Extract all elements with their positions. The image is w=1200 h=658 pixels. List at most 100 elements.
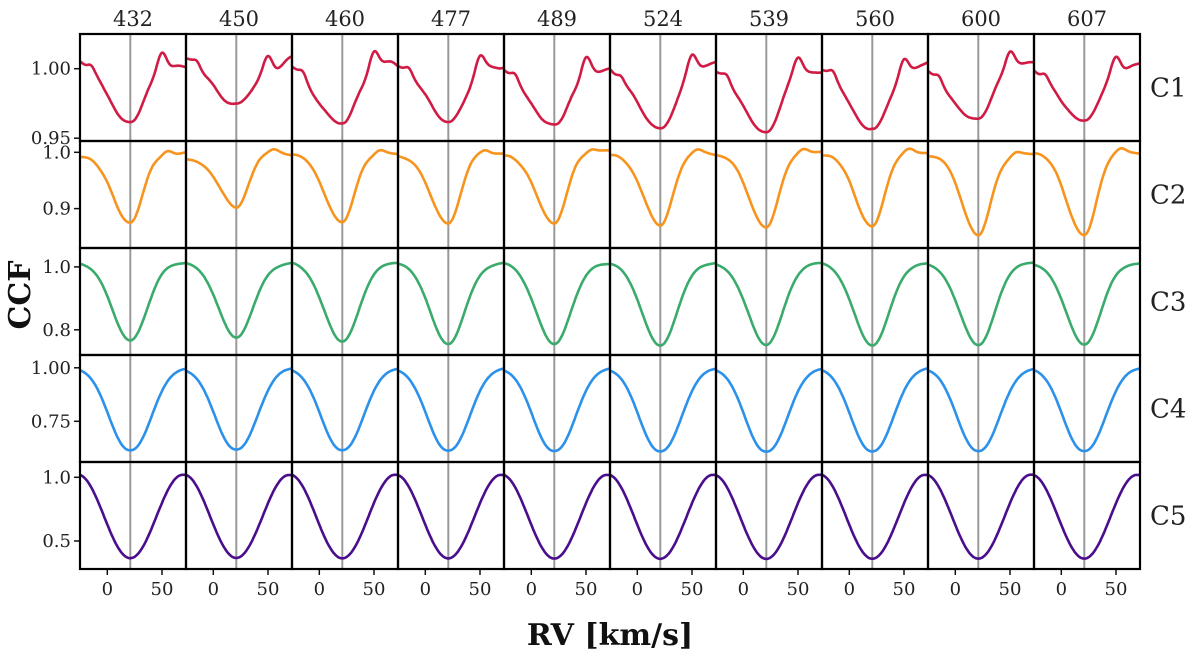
ccf-series-line [715, 56, 823, 134]
panel-frame [396, 139, 506, 250]
panel-frame [184, 32, 294, 143]
panel-frame [184, 246, 294, 357]
ccf-series-line [1033, 473, 1141, 560]
panel-frame [184, 460, 294, 571]
ccf-series-line [397, 261, 505, 346]
panel [1032, 353, 1142, 464]
column-title: 450 [219, 7, 259, 31]
ccf-series-line [397, 54, 505, 124]
panel [78, 32, 188, 143]
panel-frame [290, 460, 400, 571]
x-tick-label: 50 [681, 579, 704, 600]
y-tick-label: 1.0 [42, 467, 71, 488]
panel-frame [396, 353, 506, 464]
panel-frame [290, 139, 400, 250]
panel [184, 246, 294, 357]
y-axis-label: CCF [3, 260, 38, 329]
panel [608, 32, 718, 143]
panel [396, 139, 506, 250]
panel-frame [184, 353, 294, 464]
panel [926, 353, 1036, 464]
panel [820, 246, 930, 357]
panel-frame [502, 246, 612, 357]
panel [396, 32, 506, 143]
row-label: C4 [1150, 395, 1186, 425]
panel: 0 50 [714, 460, 824, 600]
panel-frame [1032, 32, 1142, 143]
panel [396, 353, 506, 464]
panel [396, 246, 506, 357]
ccf-series-line [79, 473, 187, 560]
ccf-series-line [927, 150, 1035, 237]
panel-frame [290, 32, 400, 143]
panel: 0 50 [184, 460, 294, 600]
panel: 0 50 [290, 460, 400, 600]
x-tick-label: 0 [1056, 579, 1067, 600]
ccf-series-line [927, 261, 1035, 347]
x-axis-label: RV [km/s] [527, 618, 693, 653]
panel [1032, 246, 1142, 357]
panel-frame [926, 353, 1036, 464]
panel [1032, 139, 1142, 250]
ccf-series-line [503, 367, 611, 453]
ccf-series-line [609, 473, 717, 561]
panel [820, 353, 930, 464]
panel-frame [820, 460, 930, 571]
x-tick-label: 0 [738, 579, 749, 600]
ccf-series-line [79, 149, 187, 224]
ccf-series-line [503, 55, 611, 126]
panel [926, 246, 1036, 357]
column-title: 560 [855, 7, 895, 31]
panel-frame [820, 32, 930, 143]
ccf-series-line [927, 50, 1035, 121]
panel [78, 353, 188, 464]
panel-frame [396, 460, 506, 571]
panel [820, 139, 930, 250]
y-tick-label: 1.0 [42, 142, 71, 163]
row-label: C3 [1150, 288, 1186, 318]
y-tick-label: 0.9 [42, 199, 71, 220]
panel-frame [502, 139, 612, 250]
y-tick-label: 1.0 [42, 257, 71, 278]
column-title: 477 [431, 7, 471, 31]
x-tick-label: 0 [420, 579, 431, 600]
panel-frame [820, 353, 930, 464]
ccf-series-line [291, 148, 399, 224]
ccf-series-line [503, 148, 611, 225]
panel-frame [396, 32, 506, 143]
panel [290, 32, 400, 143]
y-tick-label: 1.00 [31, 358, 71, 379]
panel [502, 139, 612, 250]
ccf-series-line [821, 147, 929, 228]
panel [714, 32, 824, 143]
panel-frame [78, 32, 188, 143]
ccf-series-line [397, 367, 505, 452]
panel-frame [396, 246, 506, 357]
panel-frame [714, 460, 824, 571]
ccf-series-line [715, 147, 823, 229]
panel-frame [1032, 353, 1142, 464]
panel-frame [926, 246, 1036, 357]
panel-frame [926, 460, 1036, 571]
panel: 0 50 [78, 460, 188, 600]
row-label: C5 [1150, 502, 1186, 532]
y-tick-label: 0.8 [42, 320, 71, 341]
panel-frame [820, 246, 930, 357]
ccf-series-line [79, 261, 187, 342]
panel-frame [608, 460, 718, 571]
x-tick-label: 50 [257, 579, 280, 600]
x-tick-label: 0 [314, 579, 325, 600]
panel [184, 353, 294, 464]
panel-frame [820, 139, 930, 250]
ccf-series-line [821, 473, 929, 560]
panel-frame [714, 246, 824, 357]
panel-frame [78, 460, 188, 571]
panel: 0 50 [820, 460, 930, 600]
panel [78, 139, 188, 250]
ccf-series-line [185, 148, 293, 210]
ccf-series-line [79, 367, 187, 452]
panel [926, 139, 1036, 250]
panel-frame [608, 353, 718, 464]
x-tick-label: 50 [151, 579, 174, 600]
panel [78, 246, 188, 357]
